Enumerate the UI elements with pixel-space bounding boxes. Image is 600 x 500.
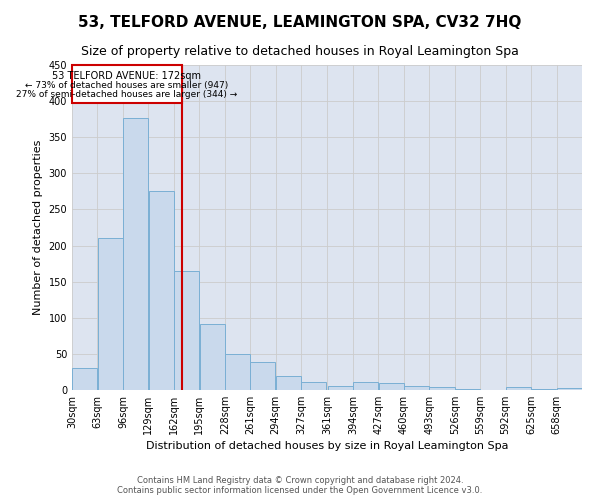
Bar <box>506 387 531 390</box>
Bar <box>149 190 173 390</box>
Bar <box>250 362 275 390</box>
Bar <box>123 118 148 390</box>
Bar <box>430 387 455 390</box>
Bar <box>301 382 326 390</box>
Bar <box>276 376 301 390</box>
Bar <box>199 324 224 390</box>
Text: 27% of semi-detached houses are larger (344) →: 27% of semi-detached houses are larger (… <box>16 90 238 99</box>
Bar <box>174 271 199 390</box>
Text: ← 73% of detached houses are smaller (947): ← 73% of detached houses are smaller (94… <box>25 80 229 90</box>
Bar <box>72 65 182 102</box>
Bar <box>557 388 582 390</box>
Bar <box>98 238 123 390</box>
Text: 53, TELFORD AVENUE, LEAMINGTON SPA, CV32 7HQ: 53, TELFORD AVENUE, LEAMINGTON SPA, CV32… <box>79 15 521 30</box>
Bar <box>225 354 250 390</box>
Text: 53 TELFORD AVENUE: 172sqm: 53 TELFORD AVENUE: 172sqm <box>52 71 201 81</box>
Y-axis label: Number of detached properties: Number of detached properties <box>33 140 43 315</box>
Bar <box>531 388 556 390</box>
Bar <box>404 386 429 390</box>
Bar <box>72 368 97 390</box>
Bar <box>328 386 353 390</box>
Text: Contains HM Land Registry data © Crown copyright and database right 2024.
Contai: Contains HM Land Registry data © Crown c… <box>118 476 482 495</box>
Bar <box>353 382 378 390</box>
Text: Size of property relative to detached houses in Royal Leamington Spa: Size of property relative to detached ho… <box>81 45 519 58</box>
Bar <box>379 383 404 390</box>
X-axis label: Distribution of detached houses by size in Royal Leamington Spa: Distribution of detached houses by size … <box>146 441 508 451</box>
